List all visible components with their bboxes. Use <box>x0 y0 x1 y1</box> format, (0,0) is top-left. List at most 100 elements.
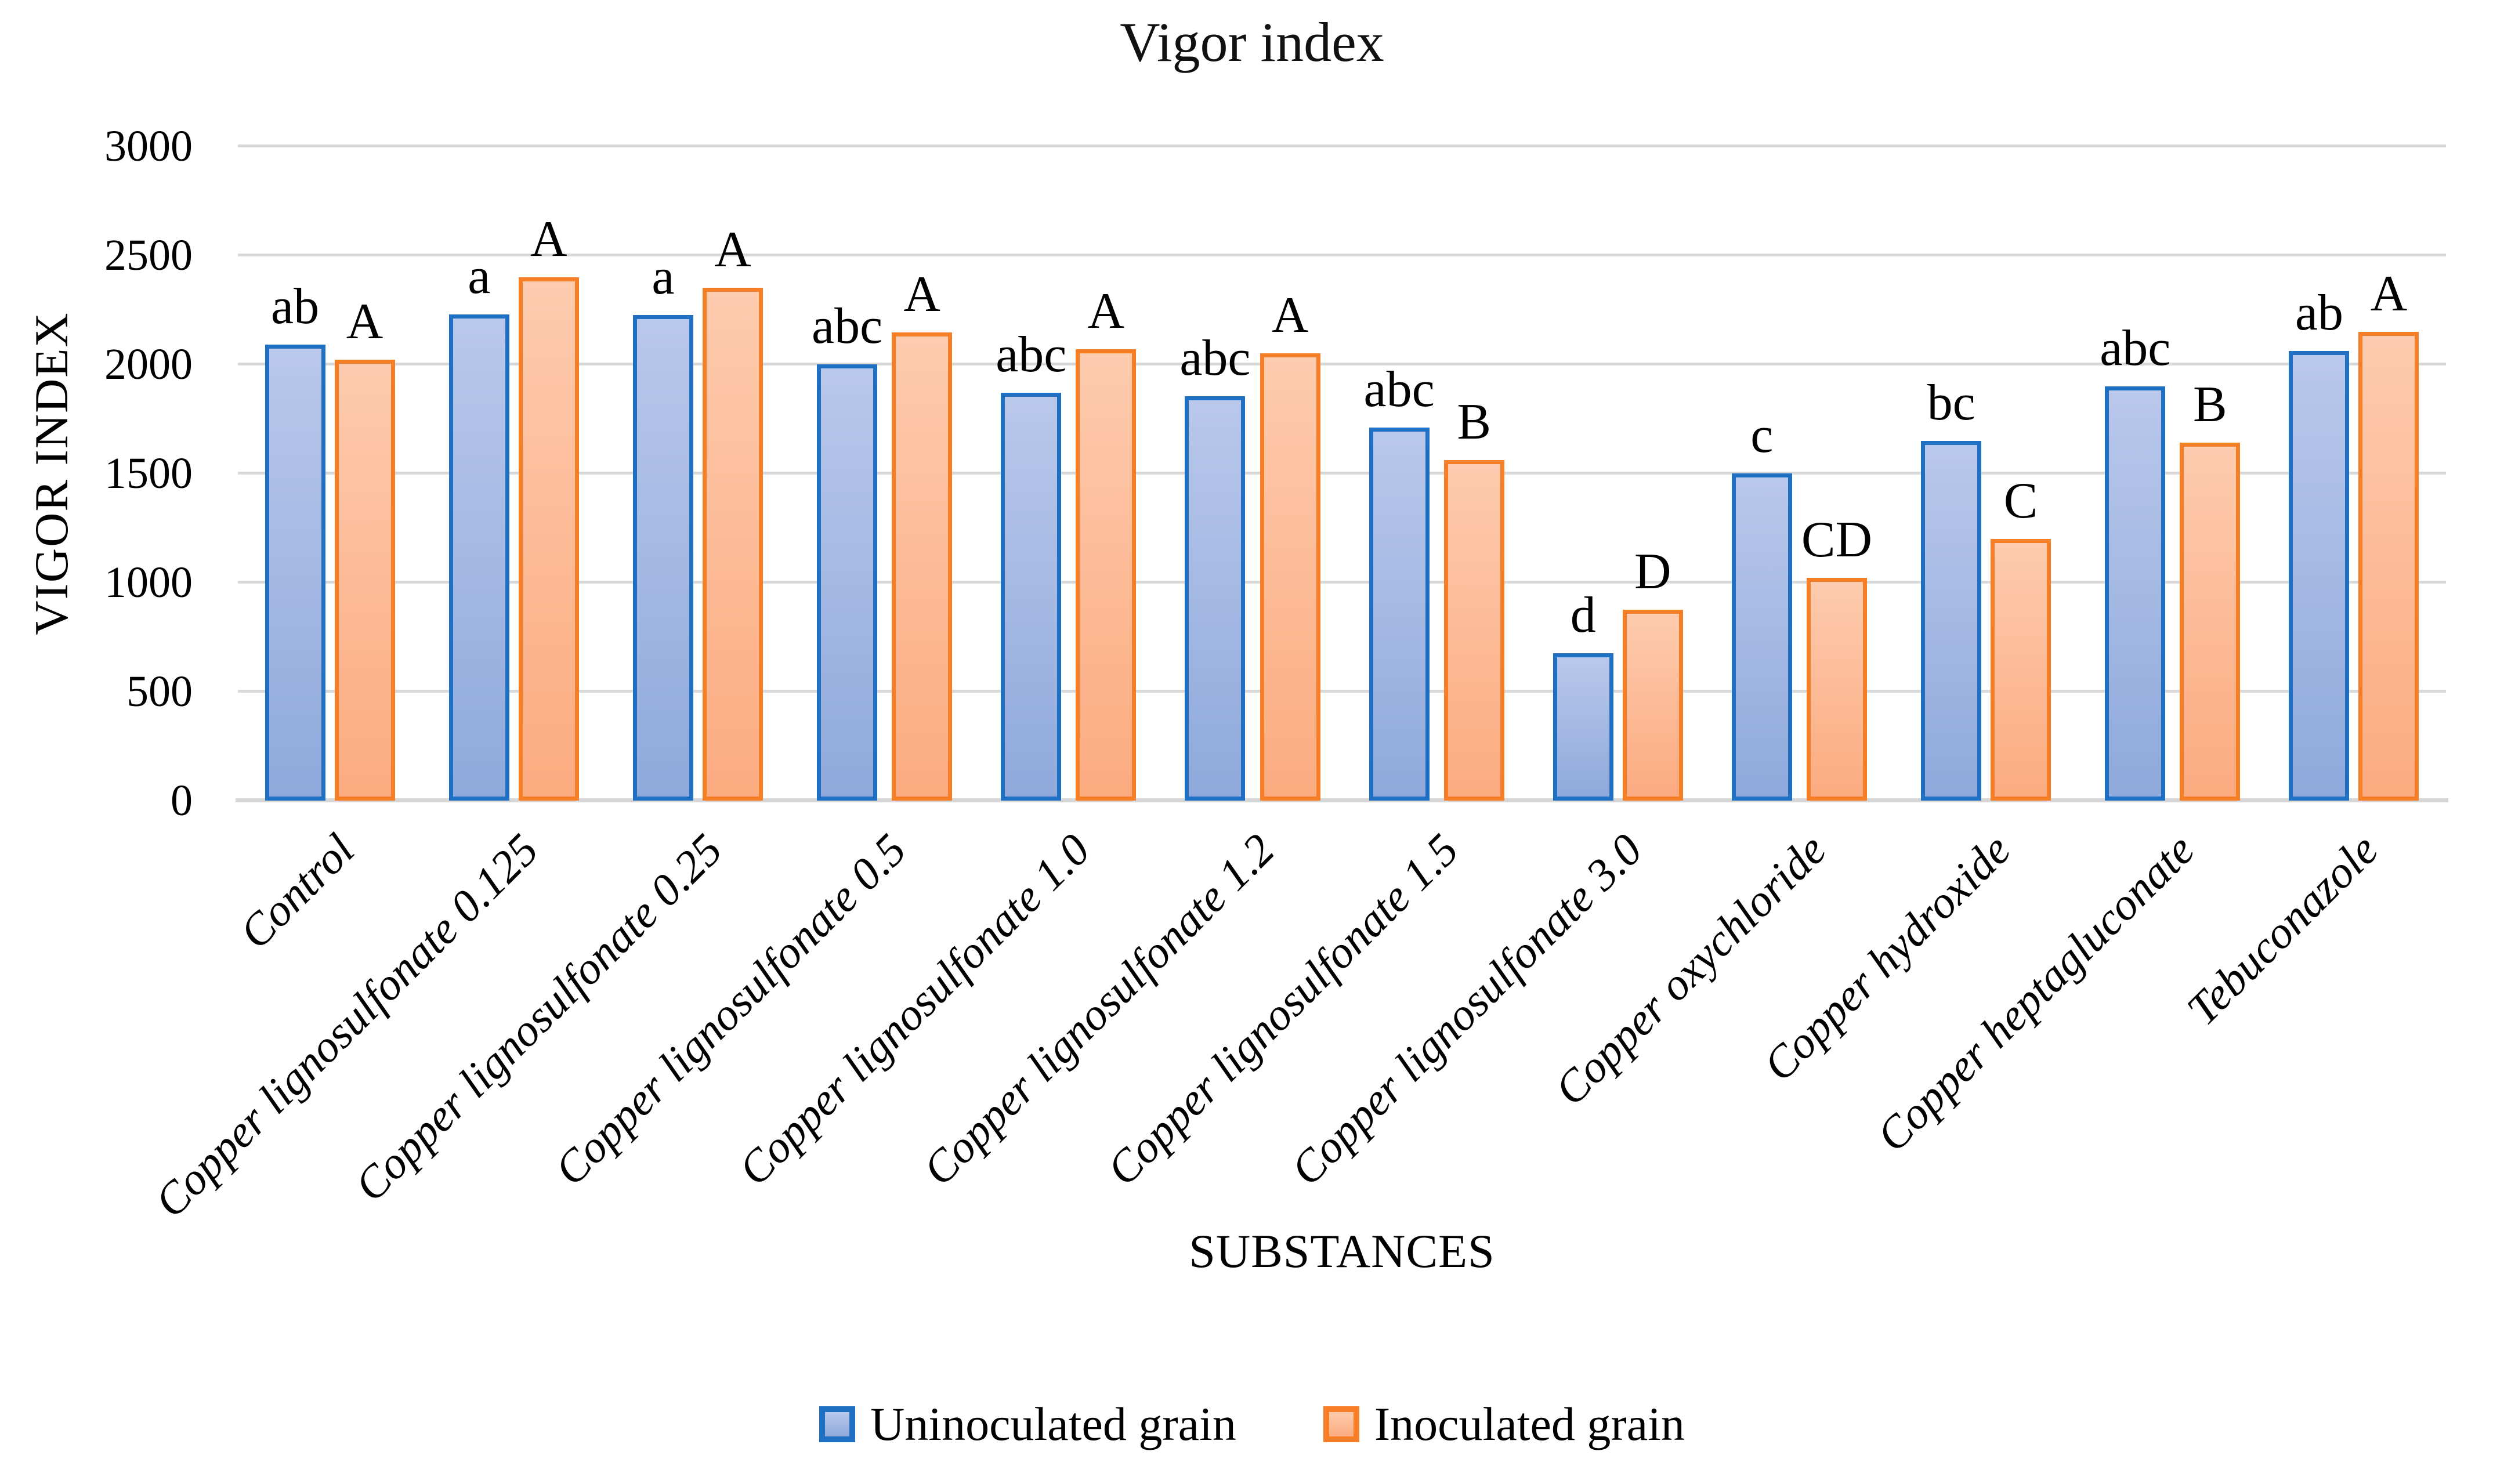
inoculated-bar <box>334 360 395 801</box>
significance-letter: CD <box>1801 511 1873 568</box>
uninoculated-bar <box>817 364 878 801</box>
gridline <box>238 690 2446 693</box>
x-axis-line <box>236 798 2448 802</box>
x-axis-labels: Control Copper lignosulfonate 0.125 Copper… <box>144 809 2446 1238</box>
bar-group: abc A <box>974 283 1158 801</box>
inoculated-bar <box>2358 332 2419 801</box>
bar-group: bc C <box>1894 374 2078 801</box>
gridline <box>238 363 2446 366</box>
x-category-label: Control <box>229 824 364 958</box>
uninoculated-bar <box>2289 351 2350 801</box>
x-axis-title: SUBSTANCES <box>1189 1225 1495 1277</box>
gridline <box>238 144 2446 147</box>
legend-label-uninoculated: Uninoculated grain <box>870 1398 1236 1450</box>
bar-group: abc A <box>1158 287 1342 801</box>
bar-slot: D <box>1622 543 1683 801</box>
bar-slot: c <box>1731 410 1792 801</box>
legend-swatch-inoculated-icon <box>1323 1406 1359 1442</box>
bar-group: ab A <box>2262 265 2446 801</box>
x-label-cell: Tebuconazole <box>2177 809 2446 1238</box>
y-tick-label: 2000 <box>104 340 193 389</box>
legend-label-inoculated: Inoculated grain <box>1374 1398 1685 1450</box>
significance-letter: A <box>1271 287 1309 343</box>
significance-letter: C <box>2003 472 2038 529</box>
uninoculated-bar <box>1001 393 1062 801</box>
y-tick-label: 500 <box>126 667 193 716</box>
bar-slot: B <box>1443 393 1504 801</box>
significance-letter: D <box>1634 543 1671 600</box>
bar-slot: B <box>2180 379 2241 801</box>
bar-slot: d <box>1553 587 1613 801</box>
bar-slot: A <box>518 211 579 801</box>
significance-letter: abc <box>1179 330 1251 386</box>
bar-slot: abc <box>1363 361 1435 801</box>
uninoculated-bar <box>632 315 693 801</box>
inoculated-bar <box>1622 610 1683 801</box>
uninoculated-bar <box>1553 653 1613 801</box>
bar-group: abc A <box>790 266 974 801</box>
bar-slot: abc <box>2100 320 2171 801</box>
bar-slot: A <box>334 296 395 801</box>
legend: Uninoculated grain Inoculated grain <box>0 1397 2504 1452</box>
y-tick-label: 2500 <box>104 231 193 280</box>
significance-letter: ab <box>271 278 320 335</box>
bar-slot: bc <box>1921 374 1982 801</box>
legend-item-uninoculated: Uninoculated grain <box>819 1397 1236 1452</box>
significance-letter: d <box>1570 587 1596 643</box>
inoculated-bar <box>1260 353 1320 801</box>
significance-letter: A <box>903 266 940 323</box>
inoculated-bar <box>1806 578 1867 801</box>
y-tick-label: 1500 <box>104 449 193 498</box>
gridline <box>238 472 2446 475</box>
bar-slot: CD <box>1801 511 1873 801</box>
x-label-cell: Copper heptagluconate <box>1866 809 2262 1238</box>
significance-letter: A <box>1087 283 1125 339</box>
inoculated-bar <box>1991 539 2051 801</box>
legend-swatch-uninoculated-icon <box>819 1406 856 1442</box>
y-tick-label: 0 <box>171 776 193 825</box>
uninoculated-bar <box>1185 396 1246 801</box>
uninoculated-bar <box>265 345 325 801</box>
bar-slot: a <box>632 248 693 801</box>
significance-letter: bc <box>1927 374 1975 431</box>
inoculated-bar <box>1443 460 1504 801</box>
y-axis-ticks: 0 500 1000 1500 2000 2500 3000 <box>0 124 238 823</box>
significance-letter: A <box>714 221 751 278</box>
legend-item-inoculated: Inoculated grain <box>1323 1397 1685 1452</box>
uninoculated-bar <box>2105 386 2166 801</box>
y-tick-label: 3000 <box>104 122 193 171</box>
bar-slot: A <box>702 221 763 801</box>
significance-letter: a <box>652 248 675 305</box>
y-tick-label: 1000 <box>104 558 193 607</box>
inoculated-bar <box>518 277 579 801</box>
inoculated-bar <box>2180 443 2241 801</box>
bar-group: abc B <box>2078 320 2262 801</box>
significance-letter: A <box>2370 265 2408 322</box>
uninoculated-bar <box>448 314 509 801</box>
significance-letter: abc <box>2100 320 2171 377</box>
inoculated-bar <box>892 332 953 801</box>
bar-slot: A <box>892 266 953 801</box>
bar-slot: A <box>1076 283 1137 801</box>
significance-letter: abc <box>1363 361 1435 418</box>
bar-slot: A <box>1260 287 1320 801</box>
bar-slot: a <box>448 251 509 801</box>
bar-slot: A <box>2358 265 2419 801</box>
significance-letter: A <box>530 211 567 267</box>
bar-group: abc B <box>1342 361 1526 801</box>
gridline <box>238 254 2446 256</box>
significance-letter: ab <box>2295 284 2343 341</box>
bar-slot: abc <box>1179 330 1251 801</box>
chart-title: Vigor index <box>1120 11 1384 73</box>
bar-group: ab A <box>238 278 422 801</box>
significance-letter: B <box>1457 393 1492 450</box>
bar-slot: ab <box>265 278 325 801</box>
uninoculated-bar <box>1731 473 1792 801</box>
bar-slot: abc <box>996 329 1066 801</box>
gridline <box>238 581 2446 584</box>
